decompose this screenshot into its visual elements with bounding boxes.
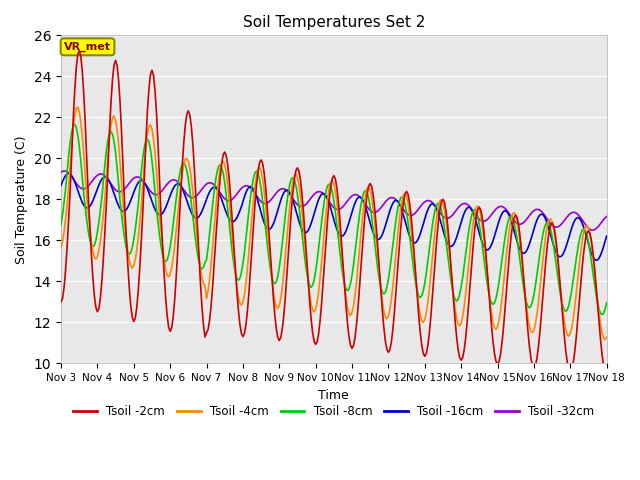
Tsoil -8cm [71, 121, 79, 127]
Line: Tsoil -4cm: Tsoil -4cm [61, 107, 607, 339]
Tsoil -32cm [74, 182, 81, 188]
Tsoil -32cm [538, 208, 545, 214]
Tsoil -32cm [388, 195, 396, 201]
Tsoil -8cm [57, 222, 65, 228]
Line: Tsoil -8cm: Tsoil -8cm [61, 124, 607, 315]
Tsoil -2cm [400, 199, 408, 204]
Line: Tsoil -32cm: Tsoil -32cm [61, 171, 607, 230]
Tsoil -16cm [74, 187, 81, 193]
Tsoil -8cm [400, 196, 408, 202]
Tsoil -32cm [603, 214, 611, 219]
Title: Soil Temperatures Set 2: Soil Temperatures Set 2 [243, 15, 425, 30]
Tsoil -2cm [160, 271, 168, 276]
Tsoil -16cm [57, 182, 65, 188]
Tsoil -2cm [603, 373, 611, 379]
Tsoil -16cm [592, 257, 600, 263]
Line: Tsoil -2cm: Tsoil -2cm [61, 50, 607, 376]
Tsoil -4cm [74, 104, 81, 110]
Tsoil -8cm [160, 257, 168, 263]
Line: Tsoil -16cm: Tsoil -16cm [61, 173, 607, 260]
Tsoil -4cm [601, 336, 609, 342]
Y-axis label: Soil Temperature (C): Soil Temperature (C) [15, 135, 28, 264]
Tsoil -16cm [603, 233, 611, 239]
Tsoil -32cm [589, 227, 597, 233]
Tsoil -4cm [603, 335, 611, 340]
Tsoil -32cm [160, 185, 168, 191]
Tsoil -8cm [388, 254, 396, 260]
Tsoil -32cm [57, 169, 65, 175]
Tsoil -8cm [369, 227, 377, 233]
Tsoil -32cm [400, 207, 408, 213]
Tsoil -4cm [72, 106, 80, 112]
Tsoil -8cm [538, 240, 545, 246]
Tsoil -32cm [369, 209, 377, 215]
Text: VR_met: VR_met [64, 42, 111, 52]
Tsoil -2cm [538, 311, 545, 317]
Tsoil -2cm [369, 192, 377, 198]
Tsoil -16cm [388, 204, 396, 209]
Legend: Tsoil -2cm, Tsoil -4cm, Tsoil -8cm, Tsoil -16cm, Tsoil -32cm: Tsoil -2cm, Tsoil -4cm, Tsoil -8cm, Tsoi… [68, 401, 599, 423]
Tsoil -4cm [388, 296, 396, 301]
Tsoil -2cm [76, 48, 83, 53]
Tsoil -4cm [538, 270, 545, 276]
Tsoil -32cm [60, 168, 68, 174]
Tsoil -4cm [160, 256, 168, 262]
Tsoil -16cm [369, 230, 377, 236]
Tsoil -4cm [400, 192, 408, 197]
Tsoil -16cm [65, 170, 72, 176]
Tsoil -16cm [160, 208, 168, 214]
Tsoil -2cm [57, 299, 65, 305]
Tsoil -8cm [74, 132, 81, 137]
Tsoil -16cm [400, 213, 408, 218]
Tsoil -4cm [369, 205, 377, 211]
Tsoil -8cm [598, 312, 606, 318]
X-axis label: Time: Time [319, 389, 349, 402]
Tsoil -16cm [538, 211, 545, 217]
Tsoil -2cm [388, 339, 396, 345]
Tsoil -4cm [57, 245, 65, 251]
Tsoil -8cm [603, 300, 611, 306]
Tsoil -2cm [72, 66, 80, 72]
